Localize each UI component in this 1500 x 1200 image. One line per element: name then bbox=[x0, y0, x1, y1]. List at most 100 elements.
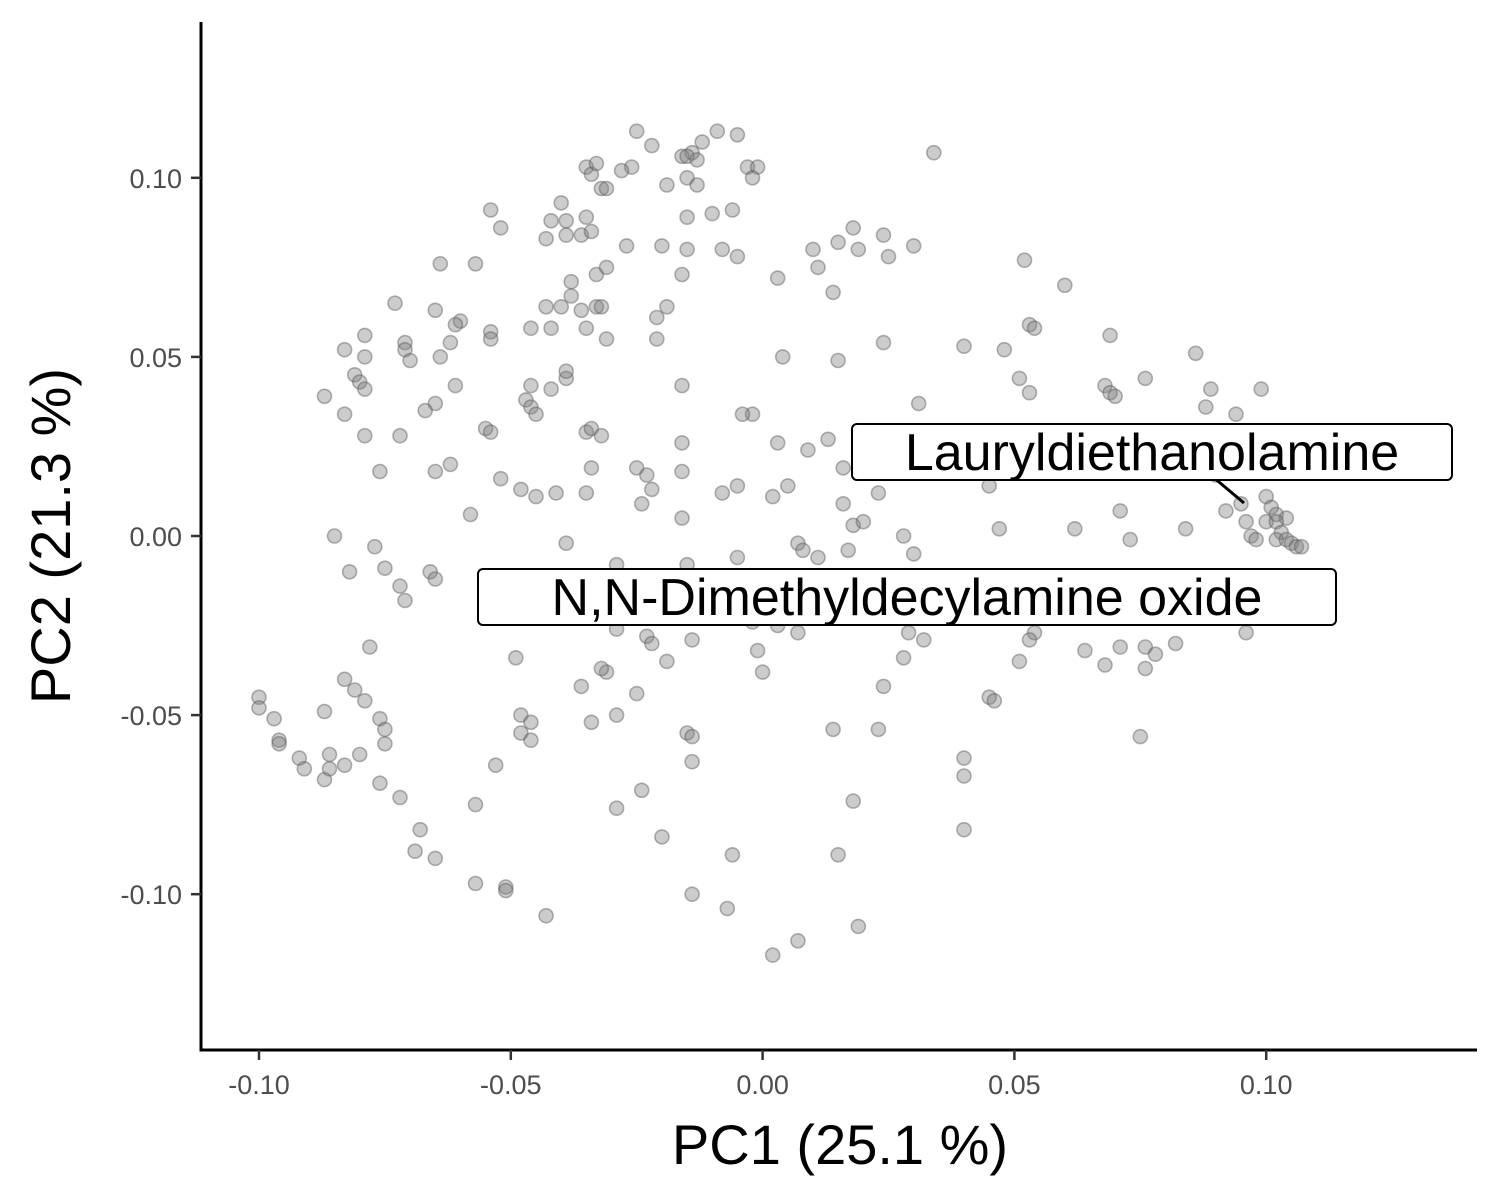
data-point bbox=[910, 395, 927, 412]
data-point bbox=[1218, 503, 1234, 519]
data-point bbox=[356, 327, 373, 344]
data-point bbox=[528, 488, 544, 505]
data-point bbox=[432, 255, 449, 272]
data-point bbox=[528, 406, 544, 423]
data-point bbox=[387, 295, 403, 312]
data-point bbox=[583, 460, 600, 476]
data-point bbox=[870, 721, 887, 738]
data-point bbox=[578, 485, 595, 501]
data-point bbox=[316, 771, 333, 788]
data-point bbox=[633, 495, 650, 512]
data-point bbox=[296, 760, 313, 777]
data-point bbox=[316, 388, 333, 405]
data-point bbox=[790, 932, 806, 949]
data-point bbox=[583, 223, 600, 240]
data-point bbox=[659, 653, 675, 670]
data-point bbox=[593, 180, 610, 197]
data-point bbox=[986, 692, 1003, 709]
data-point bbox=[991, 520, 1008, 537]
data-point bbox=[523, 399, 539, 415]
data-point bbox=[739, 159, 756, 175]
data-point bbox=[487, 757, 504, 774]
data-point bbox=[1258, 488, 1274, 505]
data-point bbox=[749, 642, 766, 659]
data-point bbox=[1268, 531, 1285, 548]
data-point bbox=[321, 746, 338, 763]
data-point bbox=[613, 162, 630, 179]
data-point bbox=[679, 170, 695, 186]
data-point bbox=[377, 735, 393, 752]
data-point bbox=[704, 205, 721, 222]
data-point bbox=[1228, 406, 1244, 423]
data-point bbox=[372, 463, 388, 480]
data-point bbox=[956, 750, 972, 766]
data-point bbox=[356, 427, 373, 444]
data-point bbox=[633, 782, 650, 799]
data-point bbox=[880, 248, 897, 265]
data-point bbox=[684, 632, 700, 648]
data-point bbox=[271, 732, 287, 749]
data-point bbox=[523, 320, 539, 337]
data-point bbox=[674, 266, 690, 283]
y-ticks: -0.10 -0.05 0.00 0.05 0.10 bbox=[120, 164, 201, 910]
data-point bbox=[1253, 381, 1269, 397]
data-point bbox=[754, 664, 771, 680]
data-point bbox=[432, 349, 449, 365]
data-point bbox=[684, 886, 700, 903]
data-point bbox=[1187, 345, 1204, 362]
data-point bbox=[538, 907, 554, 924]
data-point bbox=[648, 331, 665, 347]
data-point bbox=[366, 538, 383, 555]
data-point bbox=[654, 829, 670, 845]
annotation-leader-line bbox=[1212, 475, 1245, 505]
data-point bbox=[1132, 728, 1149, 745]
data-point bbox=[1016, 252, 1033, 269]
data-point bbox=[543, 320, 559, 337]
data-point bbox=[341, 563, 358, 580]
x-tick-label: -0.05 bbox=[480, 1070, 542, 1100]
data-point bbox=[336, 671, 353, 688]
data-point bbox=[956, 768, 972, 784]
data-point bbox=[674, 463, 690, 480]
data-point bbox=[336, 406, 353, 423]
data-point bbox=[850, 241, 867, 258]
data-point bbox=[674, 510, 690, 526]
data-point bbox=[694, 134, 711, 150]
data-point bbox=[558, 535, 575, 552]
data-point bbox=[825, 284, 841, 301]
data-point bbox=[351, 746, 368, 763]
data-point bbox=[513, 707, 529, 723]
data-point bbox=[392, 427, 408, 444]
data-point bbox=[820, 431, 836, 448]
data-point bbox=[588, 298, 605, 315]
data-point bbox=[1278, 531, 1295, 548]
data-point bbox=[769, 435, 786, 451]
data-point bbox=[361, 639, 378, 655]
data-point bbox=[628, 460, 645, 476]
data-point bbox=[764, 947, 781, 963]
data-point bbox=[346, 682, 363, 698]
data-point bbox=[638, 628, 655, 645]
data-point bbox=[1238, 513, 1254, 530]
data-point bbox=[573, 302, 590, 319]
data-point bbox=[1137, 660, 1154, 677]
data-point bbox=[724, 202, 741, 218]
data-point bbox=[377, 560, 393, 577]
data-point bbox=[538, 298, 554, 315]
data-point bbox=[825, 721, 841, 738]
data-point bbox=[1112, 639, 1128, 655]
data-point bbox=[790, 535, 806, 552]
data-point bbox=[810, 259, 826, 276]
data-point bbox=[467, 796, 484, 813]
data-point bbox=[583, 714, 600, 731]
y-tick-label: 0.05 bbox=[129, 343, 182, 373]
data-point bbox=[714, 485, 731, 501]
data-point bbox=[336, 757, 353, 774]
data-point bbox=[956, 338, 972, 355]
data-point bbox=[895, 528, 912, 544]
data-point bbox=[392, 578, 408, 594]
data-point bbox=[447, 377, 464, 394]
data-point bbox=[1293, 538, 1310, 555]
data-point bbox=[643, 481, 660, 498]
